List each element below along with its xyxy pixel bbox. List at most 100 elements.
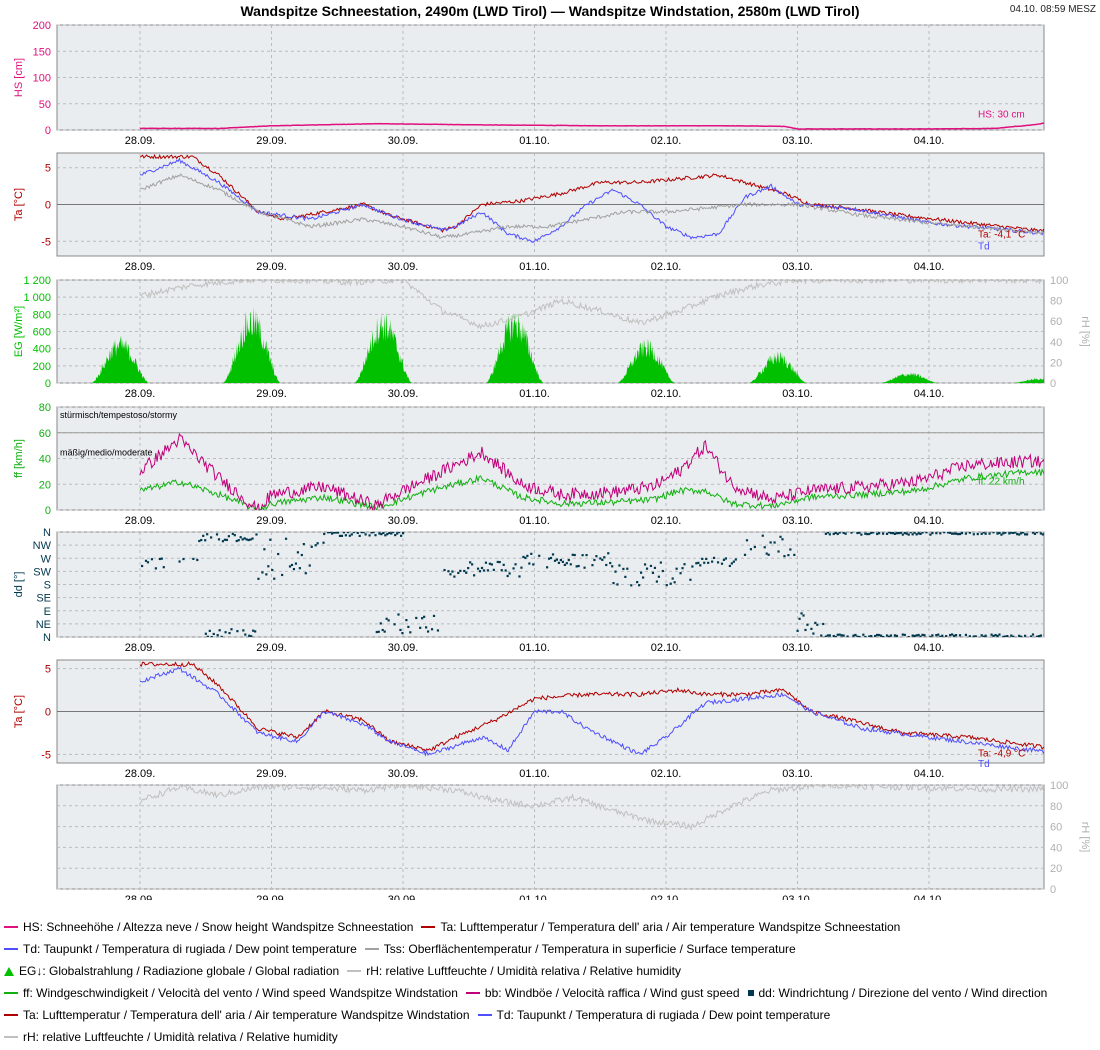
wind-direction-point xyxy=(885,634,889,637)
wind-direction-point xyxy=(277,552,280,556)
wind-direction-point xyxy=(1006,635,1009,637)
wind-direction-point xyxy=(1071,634,1073,636)
wind-direction-point xyxy=(1061,635,1063,637)
wind-direction-point xyxy=(1085,531,1087,533)
wind-direction-point xyxy=(239,536,242,539)
y-axis-label: Ta [°C] xyxy=(13,188,25,221)
wind-direction-point xyxy=(870,635,873,637)
wind-direction-point xyxy=(451,570,454,573)
wind-direction-point xyxy=(913,634,916,637)
wind-direction-point xyxy=(372,532,375,534)
wind-direction-point xyxy=(1048,635,1050,637)
wind-direction-point xyxy=(917,633,920,637)
x-tick-label: 04.10. xyxy=(914,642,945,654)
legend-item: Td: Taupunkt / Temperatura di rugiada / … xyxy=(477,1008,830,1022)
wind-direction-point xyxy=(960,532,964,535)
wind-direction-point xyxy=(399,628,402,632)
wind-direction-point xyxy=(800,612,803,615)
wind-direction-point xyxy=(407,625,410,629)
wind-direction-point xyxy=(990,633,993,636)
legend-line-icon xyxy=(465,992,480,994)
x-tick-label: 29.09. xyxy=(256,135,287,147)
wind-direction-point xyxy=(836,532,839,536)
wind-direction-point xyxy=(919,635,922,637)
radiation-area xyxy=(354,312,413,383)
wind-direction-point xyxy=(547,557,551,560)
wind-direction-point xyxy=(624,575,627,578)
wind-direction-point xyxy=(498,560,501,564)
wind-direction-point xyxy=(383,630,386,633)
legend-item: HS: Schneehöhe / Altezza neve / Snow hei… xyxy=(4,920,413,934)
wind-direction-point xyxy=(743,553,747,556)
wind-direction-point xyxy=(358,534,361,537)
wind-direction-point xyxy=(793,553,796,556)
wind-direction-point xyxy=(1004,532,1007,534)
legend-triangle-icon xyxy=(4,966,14,976)
legend-station: Wandspitze Schneestation xyxy=(271,920,414,934)
wind-direction-point xyxy=(636,581,639,584)
wind-direction-point xyxy=(640,571,643,574)
wind-direction-point xyxy=(1089,634,1091,636)
y-tick-label: 0 xyxy=(45,125,51,137)
legend-label: ff: Windgeschwindigkeit / Velocità del v… xyxy=(23,986,326,1000)
wind-direction-point xyxy=(653,566,657,569)
wind-direction-point xyxy=(1093,533,1095,535)
wind-direction-point xyxy=(761,534,764,537)
wind-direction-point xyxy=(724,557,728,560)
y-tick-label: 0 xyxy=(45,505,51,517)
wind-direction-point xyxy=(804,628,807,632)
y-right-tick-label: 0 xyxy=(1050,378,1056,390)
wind-direction-point xyxy=(1063,532,1065,534)
wind-direction-point xyxy=(1023,634,1027,637)
wind-direction-point xyxy=(864,532,867,535)
wind-direction-point xyxy=(872,532,875,534)
legend-row: Ta: Lufttemperatur / Temperatura dell' a… xyxy=(4,1005,838,1025)
wind-direction-point xyxy=(362,532,365,534)
wind-direction-point xyxy=(812,632,815,635)
wind-direction-point xyxy=(952,532,956,535)
wind-direction-point xyxy=(881,635,885,637)
wind-direction-point xyxy=(212,632,215,636)
x-tick-label: 30.09. xyxy=(388,642,419,654)
wind-direction-point xyxy=(887,532,891,534)
wind-direction-point xyxy=(1085,634,1087,636)
wind-direction-point xyxy=(954,532,958,535)
wind-direction-point xyxy=(1010,532,1013,534)
wind-direction-point xyxy=(447,570,450,573)
annotation-stormy: stürmisch/tempestoso/stormy xyxy=(60,410,178,420)
chart-title: Wandspitze Schneestation, 2490m (LWD Tir… xyxy=(240,3,859,19)
series-line-td xyxy=(139,157,1044,243)
wind-direction-point xyxy=(695,562,698,565)
wind-direction-point xyxy=(323,532,326,536)
wind-direction-point xyxy=(310,545,313,548)
y-right-tick-label: 100 xyxy=(1050,780,1068,792)
wind-direction-point xyxy=(296,551,299,554)
wind-direction-point xyxy=(352,532,355,534)
legend-line-icon xyxy=(4,926,18,928)
wind-direction-point xyxy=(334,532,338,534)
wind-direction-point xyxy=(945,635,948,637)
plot-area xyxy=(91,280,1044,383)
wind-direction-point xyxy=(1091,635,1093,637)
x-tick-label: 03.10. xyxy=(782,388,813,400)
wind-direction-point xyxy=(1029,635,1033,637)
series-line-ff xyxy=(139,468,1044,510)
wind-direction-point xyxy=(1020,532,1023,535)
wind-direction-point xyxy=(257,577,260,580)
wind-direction-point xyxy=(242,629,245,632)
wind-direction-point xyxy=(657,575,660,578)
wind-direction-point xyxy=(954,634,958,637)
wind-direction-point xyxy=(689,578,692,581)
wind-direction-point xyxy=(1043,633,1044,637)
wind-direction-point xyxy=(842,532,845,534)
wind-direction-point xyxy=(929,533,932,536)
wind-direction-point xyxy=(915,533,918,536)
wind-direction-point xyxy=(885,532,889,536)
wind-direction-point xyxy=(249,538,252,541)
y-axis-label: EG [W/m²] xyxy=(13,306,25,357)
wind-direction-point xyxy=(616,583,619,586)
legend-label: Tss: Oberflächentemperatur / Temperatura… xyxy=(383,942,796,956)
wind-direction-point xyxy=(638,584,641,587)
wind-direction-point xyxy=(1056,636,1058,638)
wind-direction-point xyxy=(1073,634,1075,636)
